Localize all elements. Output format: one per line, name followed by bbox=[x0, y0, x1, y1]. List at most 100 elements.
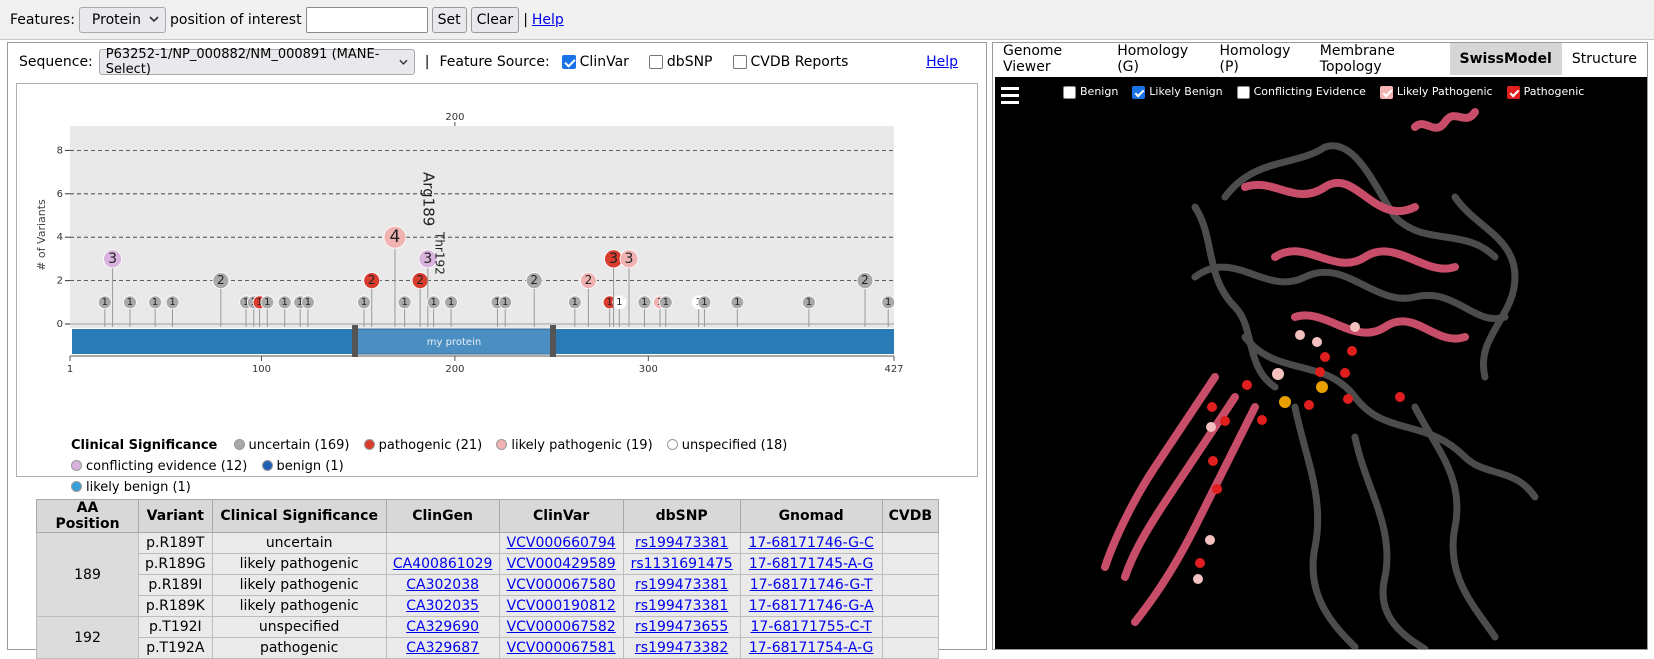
menu-icon[interactable] bbox=[1001, 87, 1019, 108]
clinvar-cell: VCV000067582 bbox=[498, 616, 624, 638]
clinvar-checkbox[interactable] bbox=[561, 55, 576, 69]
clinvar-link[interactable]: VCV000190812 bbox=[506, 598, 616, 614]
source-clinvar[interactable]: ClinVar bbox=[561, 54, 629, 70]
clingen-link[interactable]: CA329690 bbox=[406, 619, 480, 635]
top-tick-label: 200 bbox=[445, 112, 464, 123]
lollipop-count: 1 bbox=[361, 297, 367, 308]
tab-swissmodel[interactable]: SwissModel bbox=[1449, 43, 1562, 75]
col-clinical-significance[interactable]: Clinical Significance bbox=[211, 499, 387, 533]
lollipop-count: 1 bbox=[401, 297, 407, 308]
gnomad-cell: 17-68171755-C-T bbox=[739, 616, 883, 638]
dbsnp-label: dbSNP bbox=[666, 54, 713, 70]
lollipop-count: 1 bbox=[663, 297, 669, 308]
gnomad-link[interactable]: 17-68171754-A-G bbox=[748, 640, 874, 656]
domain-label: my protein bbox=[427, 337, 481, 348]
cvdb-checkbox[interactable] bbox=[732, 55, 747, 69]
variant-cell: p.R189K bbox=[138, 595, 213, 617]
lollipop-head bbox=[277, 295, 292, 310]
checkbox-icon[interactable] bbox=[1236, 85, 1250, 99]
dbsnp-link[interactable]: rs1131691475 bbox=[630, 556, 733, 572]
y-tick-label: 8 bbox=[57, 145, 63, 156]
tab-homology-g[interactable]: Homology (G) bbox=[1117, 43, 1189, 75]
col-gnomad[interactable]: Gnomad bbox=[739, 499, 883, 533]
cvdb-cell bbox=[881, 553, 940, 575]
lollipop-head bbox=[103, 249, 122, 269]
gnomad-link[interactable]: 17-68171746-G-C bbox=[748, 535, 874, 551]
dbsnp-link[interactable]: rs199473381 bbox=[635, 598, 729, 614]
viewer-filter-likely-benign[interactable]: Likely Benign bbox=[1132, 85, 1223, 99]
checkbox-icon[interactable] bbox=[1063, 85, 1076, 99]
clinvar-link[interactable]: VCV000660794 bbox=[506, 535, 616, 551]
gnomad-link[interactable]: 17-68171755-C-T bbox=[750, 619, 872, 635]
tab-genome-viewer[interactable]: Genome Viewer bbox=[1003, 43, 1063, 75]
plot-area bbox=[70, 126, 894, 328]
set-button[interactable]: Set bbox=[431, 6, 467, 33]
clinvar-link[interactable]: VCV000429589 bbox=[506, 556, 616, 572]
clear-button[interactable]: Clear bbox=[470, 6, 520, 33]
variant-cell: p.T192I bbox=[138, 616, 213, 638]
gnomad-link[interactable]: 17-68171746-G-A bbox=[748, 598, 874, 614]
checkbox-icon[interactable] bbox=[1506, 85, 1520, 99]
col-clingen[interactable]: ClinGen bbox=[385, 499, 500, 533]
viewer-filter-benign[interactable]: Benign bbox=[1063, 85, 1118, 99]
gnomad-link[interactable]: 17-68171746-G-T bbox=[749, 577, 873, 593]
legend-label: likely pathogenic (19) bbox=[511, 438, 653, 453]
clingen-link[interactable]: CA329687 bbox=[406, 640, 480, 656]
col-dbsnp[interactable]: dbSNP bbox=[622, 499, 741, 533]
panel-help-link[interactable]: Help bbox=[926, 54, 958, 70]
viewer-filter-likely-pathogenic[interactable]: Likely Pathogenic bbox=[1379, 85, 1493, 99]
lollipop-count: 1 bbox=[641, 297, 647, 308]
x-tick-label: 1 bbox=[67, 364, 73, 375]
x-tick-label: 200 bbox=[445, 364, 464, 375]
legend-dot bbox=[363, 439, 375, 450]
table-row: p.R189I likely pathogenic CA302038 VCV00… bbox=[37, 574, 940, 596]
clinvar-link[interactable]: VCV000067581 bbox=[506, 640, 616, 656]
lollipop-count: 1 bbox=[448, 297, 454, 308]
clinvar-cell: VCV000067581 bbox=[498, 637, 624, 659]
col-aa-position[interactable]: AA Position bbox=[36, 499, 139, 533]
clingen-link[interactable]: CA302038 bbox=[406, 577, 480, 593]
checkbox-icon[interactable] bbox=[1132, 85, 1146, 99]
lollipop-count: 3 bbox=[609, 251, 618, 267]
aa-position-cell: 189 bbox=[36, 532, 139, 617]
features-select[interactable]: Protein bbox=[78, 6, 166, 33]
clinvar-link[interactable]: VCV000067582 bbox=[506, 619, 616, 635]
position-of-interest-input[interactable] bbox=[305, 6, 428, 33]
dbsnp-cell: rs1131691475 bbox=[622, 553, 741, 575]
clingen-link[interactable]: CA302035 bbox=[406, 598, 480, 614]
top-help-link[interactable]: Help bbox=[531, 11, 564, 28]
checkbox-icon[interactable] bbox=[1379, 85, 1393, 99]
lollipop-head bbox=[567, 295, 582, 310]
gnomad-link[interactable]: 17-68171745-A-G bbox=[748, 556, 874, 572]
clingen-link[interactable]: CA400861029 bbox=[392, 556, 493, 572]
col-cvdb[interactable]: CVDB bbox=[881, 499, 940, 533]
lollipop-count: 1 bbox=[616, 297, 622, 308]
dbsnp-link[interactable]: rs199473382 bbox=[635, 640, 729, 656]
lollipop-head bbox=[148, 295, 163, 310]
dbsnp-checkbox[interactable] bbox=[648, 55, 663, 69]
dbsnp-link[interactable]: rs199473655 bbox=[635, 619, 729, 635]
y-axis-label: # of Variants bbox=[35, 199, 48, 271]
viewer-filter-conflicting[interactable]: Conflicting Evidence bbox=[1236, 85, 1366, 99]
col-clinvar[interactable]: ClinVar bbox=[498, 499, 624, 533]
source-dbsnp[interactable]: dbSNP bbox=[648, 54, 713, 70]
dbsnp-link[interactable]: rs199473381 bbox=[635, 577, 729, 593]
tab-membrane-topology[interactable]: Membrane Topology bbox=[1319, 43, 1395, 75]
clinvar-link[interactable]: VCV000067580 bbox=[506, 577, 616, 593]
sequence-select[interactable]: P63252-1/NP_000882/NM_000891 (MANE-Selec… bbox=[98, 47, 415, 77]
dbsnp-link[interactable]: rs199473381 bbox=[635, 535, 729, 551]
lollipop-count: 3 bbox=[625, 251, 634, 267]
tab-structure[interactable]: Structure bbox=[1571, 51, 1637, 67]
toolbar-separator: | bbox=[523, 11, 528, 28]
tab-homology-p[interactable]: Homology (P) bbox=[1219, 43, 1291, 75]
col-variant[interactable]: Variant bbox=[138, 499, 213, 533]
viewer-filter-pathogenic[interactable]: Pathogenic bbox=[1506, 85, 1584, 99]
source-cvdb[interactable]: CVDB Reports bbox=[732, 54, 848, 70]
dbsnp-cell: rs199473381 bbox=[622, 532, 741, 554]
lollipop-count: 1 bbox=[606, 297, 612, 308]
lollipop-count: 1 bbox=[297, 297, 303, 308]
lollipop-count: 3 bbox=[108, 251, 117, 267]
lollipop-count: 2 bbox=[368, 273, 376, 287]
structure-viewer[interactable]: Benign Likely Benign Conflicting Evidenc… bbox=[995, 77, 1647, 649]
sequence-select-value: P63252-1/NP_000882/NM_000891 (MANE-Selec… bbox=[105, 47, 380, 77]
